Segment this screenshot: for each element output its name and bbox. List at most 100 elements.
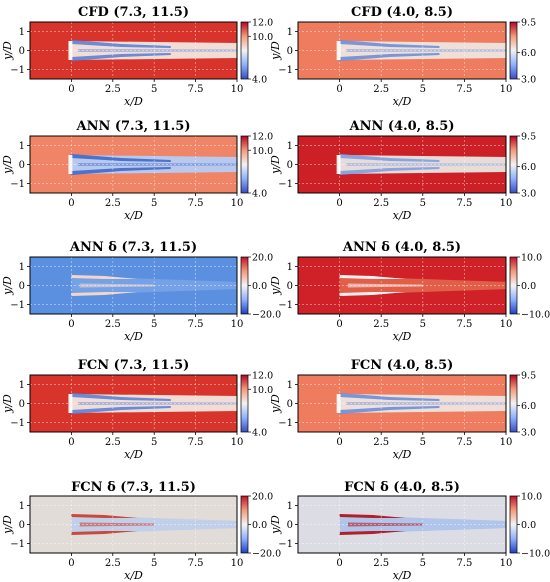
colorbar-tick-label: 4.0: [252, 428, 267, 439]
upper-error-band: [339, 275, 407, 279]
x-tick-label: 7.5: [456, 198, 472, 209]
colorbar-tick-label: 3.0: [521, 75, 536, 86]
x-tick-label: 7.5: [188, 558, 204, 569]
x-axis-label: x/D: [124, 448, 143, 461]
colorbar: [240, 374, 249, 433]
colorbar: [509, 495, 518, 554]
x-tick-label: 2.5: [373, 84, 389, 95]
colorbar-tick-label: 12.0: [252, 371, 273, 382]
lower-shear-layer: [71, 167, 171, 175]
centre-streak: [78, 163, 237, 166]
colorbar-tick-label: 12.0: [252, 18, 273, 29]
colorbar: [240, 135, 249, 194]
y-axis-label: y/D: [269, 515, 282, 535]
y-tick-label: 0: [287, 46, 293, 57]
y-tick-label: −1: [10, 65, 25, 76]
x-axis-label: x/D: [393, 330, 412, 343]
y-tick-label: −1: [278, 65, 293, 76]
x-axis-label: x/D: [393, 448, 412, 461]
lower-error-band: [339, 292, 407, 296]
y-tick-label: 0: [287, 399, 293, 410]
colorbar-tick-label: 0.0: [521, 281, 536, 292]
x-tick-label: 2.5: [105, 198, 121, 209]
upper-shear-layer: [71, 40, 171, 48]
colorbar-tick-label: 12.0: [252, 132, 273, 143]
colorbar-tick-label: −20.0: [252, 310, 281, 321]
x-tick-label: 0: [68, 558, 74, 569]
x-tick-label: 10: [231, 437, 244, 448]
x-tick-label: 5: [420, 558, 426, 569]
x-tick-label: 10: [231, 319, 244, 330]
x-tick-label: 7.5: [456, 437, 472, 448]
lower-error-band: [71, 531, 138, 535]
y-tick-label: 0: [287, 520, 293, 531]
y-tick-label: 1: [19, 501, 25, 512]
colorbar-tick-label: 6.0: [521, 48, 536, 59]
x-tick-label: 10: [500, 319, 513, 330]
x-tick-label: 5: [151, 558, 157, 569]
heatmap-panel-1: CFD (7.3, 11.5)0 2.5 5 7.5 1010−1x/Dy/D12.01…: [1, 5, 273, 108]
panel-title: CFD (4.0, 8.5): [351, 5, 453, 20]
panel-title: FCN (4.0, 8.5): [351, 358, 454, 373]
colorbar: [240, 256, 249, 315]
colorbar-tick-label: 10.0: [252, 146, 273, 157]
y-tick-label: 1: [287, 262, 293, 273]
x-tick-label: 5: [151, 437, 157, 448]
x-tick-label: 5: [151, 198, 157, 209]
y-tick-label: −1: [278, 300, 293, 311]
colorbar-tick-label: 6.0: [521, 162, 536, 173]
panel-title: ANN (7.3, 11.5): [75, 119, 190, 134]
x-tick-label: 0: [68, 198, 74, 209]
y-tick-label: −1: [278, 179, 293, 190]
x-tick-label: 0: [336, 84, 342, 95]
y-axis-label: y/D: [1, 394, 14, 414]
colorbar-tick-label: 10.0: [252, 32, 273, 43]
y-tick-label: −1: [278, 539, 293, 550]
y-axis-label: y/D: [269, 276, 282, 296]
y-tick-label: 1: [19, 141, 25, 152]
y-tick-label: 0: [19, 281, 25, 292]
x-tick-label: 10: [500, 198, 513, 209]
x-tick-label: 2.5: [373, 437, 389, 448]
upper-shear-layer: [71, 393, 171, 401]
colorbar-tick-label: 0.0: [252, 520, 267, 531]
x-tick-label: 0: [336, 437, 342, 448]
x-tick-label: 7.5: [188, 437, 204, 448]
y-tick-label: 1: [19, 380, 25, 391]
y-axis-label: y/D: [1, 155, 14, 175]
x-tick-label: 10: [500, 84, 513, 95]
colorbar-tick-label: 3.0: [521, 189, 536, 200]
upper-shear-layer: [71, 154, 171, 162]
colorbar: [240, 21, 249, 80]
x-tick-label: 10: [231, 198, 244, 209]
colorbar-tick-label: 9.5: [521, 132, 536, 143]
y-tick-label: 0: [19, 46, 25, 57]
colorbar-tick-label: 9.5: [521, 18, 536, 29]
colorbar: [509, 135, 518, 194]
x-tick-label: 10: [231, 84, 244, 95]
lower-shear-layer: [71, 406, 171, 414]
colorbar: [509, 256, 518, 315]
x-axis-label: x/D: [124, 95, 143, 108]
upper-error-band: [339, 514, 407, 518]
upper-shear-layer: [339, 154, 440, 162]
panel-title: FCN δ (4.0, 8.5): [344, 480, 460, 495]
y-tick-label: 0: [19, 399, 25, 410]
y-tick-label: 1: [19, 262, 25, 273]
x-axis-label: x/D: [124, 569, 143, 582]
x-tick-label: 7.5: [456, 84, 472, 95]
x-tick-label: 2.5: [373, 198, 389, 209]
colorbar-tick-label: 4.0: [252, 75, 267, 86]
x-tick-label: 10: [500, 558, 513, 569]
centre-error-band: [347, 283, 423, 288]
x-tick-label: 0: [336, 558, 342, 569]
x-tick-label: 7.5: [188, 319, 204, 330]
y-tick-label: 0: [19, 520, 25, 531]
x-tick-label: 5: [420, 437, 426, 448]
x-tick-label: 5: [420, 198, 426, 209]
colorbar-tick-label: 3.0: [521, 428, 536, 439]
x-tick-label: 5: [420, 84, 426, 95]
colorbar: [509, 21, 518, 80]
upper-error-band: [71, 275, 138, 279]
